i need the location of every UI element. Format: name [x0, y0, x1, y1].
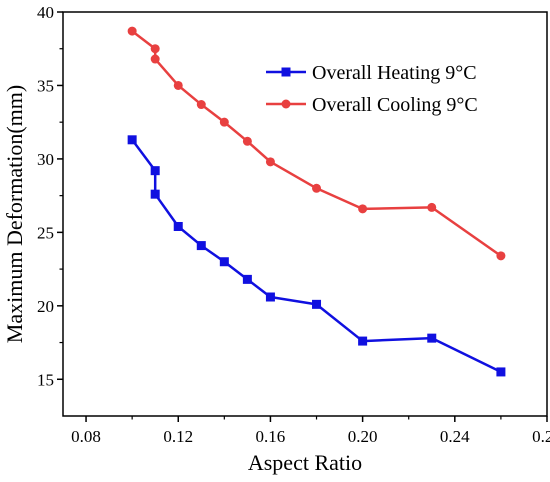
y-tick-label: 25 [37, 223, 54, 242]
data-point-heating [219, 257, 229, 267]
legend-label: Overall Heating 9°C [312, 62, 477, 84]
series-cooling [127, 26, 506, 261]
data-point-cooling [150, 44, 160, 54]
series-heating [127, 135, 506, 377]
data-point-heating [496, 367, 506, 377]
series-layer [127, 26, 506, 377]
data-point-cooling [358, 204, 368, 214]
x-tick-label: 0.12 [163, 427, 193, 446]
data-point-heating [127, 135, 137, 145]
data-point-cooling [427, 202, 437, 212]
x-tick-label: 0.08 [71, 427, 101, 446]
y-tick-label: 15 [37, 370, 54, 389]
data-point-cooling [196, 100, 206, 110]
data-point-heating [427, 333, 437, 343]
legend-item-heating: Overall Heating 9°C [266, 62, 477, 84]
y-tick-label: 30 [37, 150, 54, 169]
data-point-heating [265, 292, 275, 302]
series-line-heating [131, 139, 502, 374]
data-point-cooling [173, 80, 183, 90]
x-axis: 0.08 0.12 0.16 0.20 0.24 0.28 [71, 416, 550, 446]
data-point-heating [242, 274, 252, 284]
plot-area-frame [62, 11, 548, 417]
data-point-cooling [127, 26, 137, 36]
legend-item-cooling: Overall Cooling 9°C [266, 94, 478, 116]
data-point-heating [312, 299, 322, 309]
data-point-cooling [265, 157, 275, 167]
data-point-cooling [150, 54, 160, 64]
y-tick-label: 20 [37, 297, 54, 316]
data-point-heating [196, 241, 206, 251]
data-point-cooling [496, 251, 506, 261]
y-tick-label: 40 [37, 3, 54, 22]
y-tick-label: 35 [37, 76, 54, 95]
x-tick-label: 0.16 [256, 427, 286, 446]
y-axis-title: Maximum Deformation(mm) [2, 85, 27, 343]
data-point-cooling [219, 117, 229, 127]
y-axis: 15 20 25 30 35 40 [37, 3, 63, 389]
data-point-heating [150, 166, 160, 176]
legend-label: Overall Cooling 9°C [312, 94, 478, 116]
x-tick-label: 0.24 [440, 427, 470, 446]
legend: Overall Heating 9°C Overall Cooling 9°C [266, 62, 478, 116]
data-point-heating [173, 221, 183, 231]
legend-swatch-marker [281, 99, 291, 109]
legend-swatch-marker [281, 67, 291, 77]
data-point-cooling [312, 183, 322, 193]
data-point-heating [358, 336, 368, 346]
data-point-cooling [242, 136, 252, 146]
x-axis-title: Aspect Ratio [248, 450, 362, 475]
x-tick-label: 0.20 [348, 427, 378, 446]
data-point-heating [150, 189, 160, 199]
x-tick-label: 0.28 [532, 427, 550, 446]
